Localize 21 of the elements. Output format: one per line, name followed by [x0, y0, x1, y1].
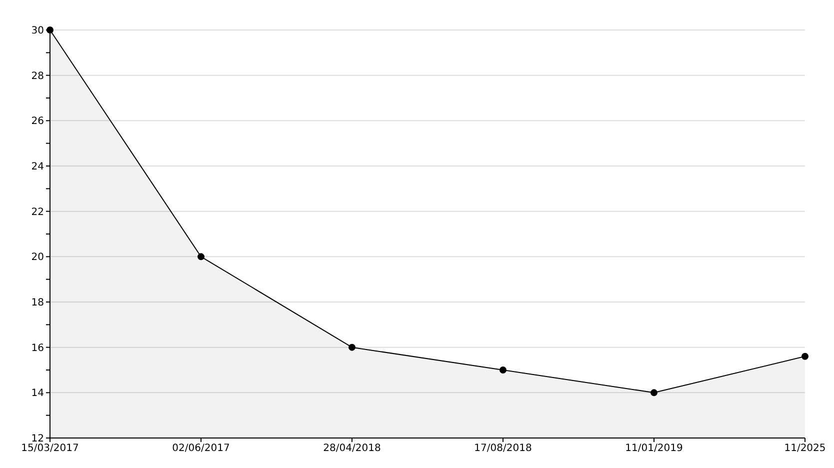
y-tick-label: 30: [31, 26, 44, 37]
y-tick-label: 16: [31, 342, 44, 354]
y-tick-label: 22: [31, 206, 44, 218]
x-tick-label: 15/03/2017: [21, 443, 79, 454]
y-tick-label: 28: [31, 70, 44, 82]
y-tick-label: 26: [31, 116, 44, 128]
y-tick-label: 24: [31, 162, 44, 173]
y-tick-label: 20: [31, 252, 44, 264]
y-tick-label: 14: [31, 388, 44, 400]
point: [348, 344, 356, 351]
x-tick-label: 17/08/2018: [474, 443, 532, 454]
x-tick-label: 11/2025: [784, 443, 826, 454]
y-tick-label: 12: [31, 434, 44, 445]
point: [500, 366, 506, 374]
y-tick-label: 18: [31, 298, 44, 309]
point: [802, 352, 808, 360]
point: [650, 389, 658, 396]
x-tick-label: 28/04/2018: [323, 443, 381, 454]
x-tick-label: 02/06/2017: [172, 443, 230, 454]
x-tick-label: 11/01/2019: [625, 443, 683, 454]
point: [198, 253, 204, 260]
